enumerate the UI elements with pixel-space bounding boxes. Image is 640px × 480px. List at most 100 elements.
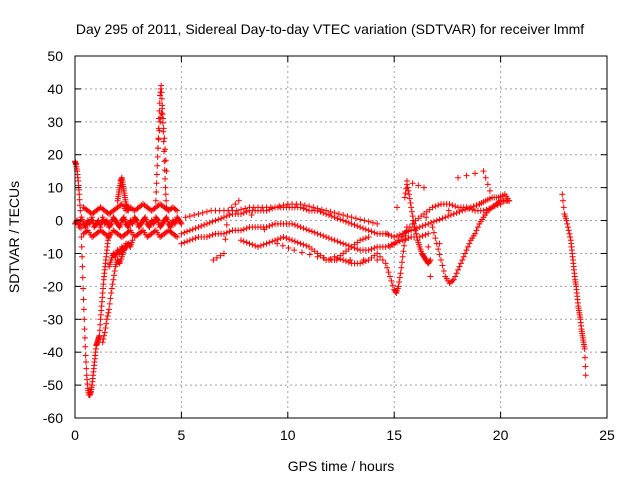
data-point — [340, 257, 347, 264]
data-point — [152, 197, 159, 204]
data-point — [209, 218, 216, 225]
data-point — [359, 225, 366, 232]
data-point — [252, 242, 259, 249]
data-point — [303, 242, 310, 249]
data-point — [472, 170, 479, 177]
data-point — [408, 204, 415, 211]
data-point — [289, 220, 296, 227]
data-point — [94, 218, 101, 225]
data-point — [105, 309, 112, 316]
y-tick-label: -40 — [43, 344, 63, 360]
data-point — [79, 274, 86, 281]
data-point — [111, 252, 118, 259]
data-point — [120, 215, 127, 222]
data-point — [276, 203, 283, 210]
data-point — [442, 214, 449, 221]
data-point — [163, 168, 170, 175]
data-point — [398, 234, 405, 240]
data-point — [104, 232, 111, 239]
data-point — [365, 218, 372, 225]
data-point — [407, 199, 414, 206]
data-point — [328, 213, 335, 220]
data-point — [415, 182, 422, 189]
data-point — [186, 213, 193, 220]
data-point — [560, 197, 567, 204]
data-point — [409, 180, 416, 187]
data-point — [430, 229, 437, 236]
data-point — [470, 203, 477, 210]
data-point — [195, 210, 202, 217]
y-tick-label: 50 — [47, 48, 63, 64]
data-point — [399, 259, 406, 266]
data-point — [181, 229, 188, 236]
data-point — [405, 187, 412, 194]
data-point — [425, 230, 432, 237]
data-point — [357, 216, 364, 223]
data-point — [348, 214, 355, 221]
data-point — [559, 191, 566, 198]
y-tick-label: -10 — [43, 245, 63, 261]
data-point — [218, 215, 225, 222]
data-point — [203, 208, 210, 215]
data-point — [206, 232, 213, 239]
x-tick-label: 10 — [280, 427, 296, 443]
data-point — [506, 197, 513, 204]
data-point — [80, 306, 87, 313]
data-point — [435, 202, 442, 209]
data-point — [128, 219, 135, 226]
data-point — [171, 219, 178, 226]
data-point — [335, 210, 342, 217]
data-point — [453, 270, 460, 277]
data-point — [401, 242, 408, 249]
data-point — [466, 240, 473, 247]
data-point — [158, 82, 165, 89]
data-point — [157, 118, 164, 125]
data-point — [564, 224, 571, 231]
data-point — [103, 218, 110, 225]
data-point — [291, 221, 298, 228]
data-point — [320, 232, 327, 239]
data-point — [469, 206, 476, 213]
data-point — [125, 207, 132, 214]
data-point — [582, 354, 589, 361]
data-point — [81, 316, 88, 323]
data-point — [162, 157, 169, 164]
data-point — [365, 227, 372, 234]
data-point — [182, 214, 189, 221]
data-point — [125, 228, 132, 235]
data-point — [154, 216, 161, 223]
data-point — [228, 204, 235, 211]
data-point — [210, 257, 217, 264]
data-point — [243, 239, 250, 246]
data-point — [565, 227, 572, 234]
data-point — [269, 238, 276, 245]
data-point — [429, 204, 436, 211]
data-point — [107, 221, 114, 228]
data-point — [174, 207, 181, 214]
data-point — [301, 202, 308, 209]
data-point — [213, 254, 220, 261]
data-point — [406, 195, 413, 202]
data-point — [153, 180, 160, 187]
data-point — [83, 228, 90, 235]
data-point — [334, 215, 341, 222]
data-point — [342, 241, 349, 248]
data-point — [203, 220, 210, 227]
data-point — [303, 206, 310, 213]
data-point — [249, 241, 256, 248]
data-point — [158, 95, 165, 102]
data-point — [422, 221, 429, 228]
data-point — [450, 210, 457, 217]
data-point — [452, 273, 459, 280]
data-point — [566, 230, 573, 237]
data-point — [394, 204, 401, 211]
data-point — [79, 263, 86, 270]
data-point — [460, 253, 467, 260]
data-point — [340, 212, 347, 219]
data-point — [440, 268, 447, 275]
data-point — [396, 278, 403, 285]
data-point — [248, 212, 255, 219]
data-point — [101, 329, 108, 336]
data-point — [582, 372, 589, 379]
data-point — [199, 209, 206, 216]
